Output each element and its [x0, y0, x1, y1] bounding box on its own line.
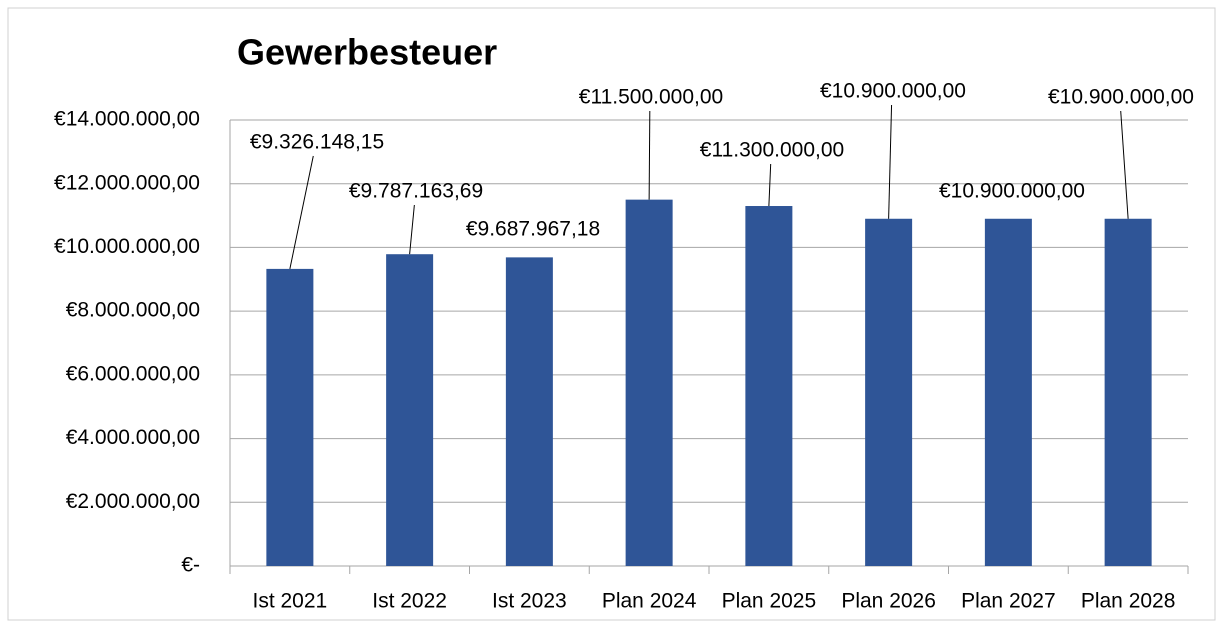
leader-line: [648, 110, 651, 200]
x-tick-label: Plan 2026: [841, 590, 936, 613]
y-tick-label: €2.000.000,00: [66, 490, 200, 513]
chart-title: Gewerbesteuer: [237, 32, 497, 73]
x-tick-label: Plan 2028: [1081, 590, 1176, 613]
bar: [505, 257, 553, 566]
y-tick-label: €4.000.000,00: [66, 426, 200, 449]
data-label: €9.787.163,69: [349, 180, 483, 203]
data-label: €11.300.000,00: [700, 139, 844, 162]
y-tick-label: €12.000.000,00: [54, 171, 200, 194]
bar: [865, 218, 913, 566]
y-tick-label: €8.000.000,00: [66, 299, 200, 322]
y-tick-label: €6.000.000,00: [66, 362, 200, 385]
leader-line: [888, 104, 893, 219]
bar: [386, 254, 434, 566]
leader-line: [409, 204, 415, 255]
data-label: €11.500.000,00: [579, 86, 723, 109]
y-tick-label: €10.000.000,00: [54, 235, 200, 258]
y-tick-label: €14.000.000,00: [54, 108, 200, 131]
bar: [745, 206, 793, 566]
data-label: €9.326.148,15: [250, 131, 384, 154]
x-tick-label: Ist 2023: [492, 590, 567, 613]
leader-line: [289, 155, 314, 269]
x-tick-label: Plan 2024: [602, 590, 697, 613]
x-tick-label: Ist 2021: [253, 590, 328, 613]
bar: [625, 199, 673, 566]
x-tick-label: Plan 2025: [722, 590, 817, 613]
leader-line: [768, 163, 772, 207]
data-label: €10.900.000,00: [1048, 86, 1194, 109]
leader-line: [1120, 110, 1129, 219]
data-label: €10.900.000,00: [820, 80, 966, 103]
bar: [266, 268, 314, 566]
x-tick-label: Ist 2022: [372, 590, 447, 613]
x-tick-label: Plan 2027: [961, 590, 1056, 613]
bar: [984, 218, 1032, 566]
data-label: €10.900.000,00: [939, 180, 1085, 203]
data-label: €9.687.967,18: [466, 218, 600, 241]
bar: [1104, 218, 1152, 566]
y-tick-label: €-: [181, 554, 200, 577]
